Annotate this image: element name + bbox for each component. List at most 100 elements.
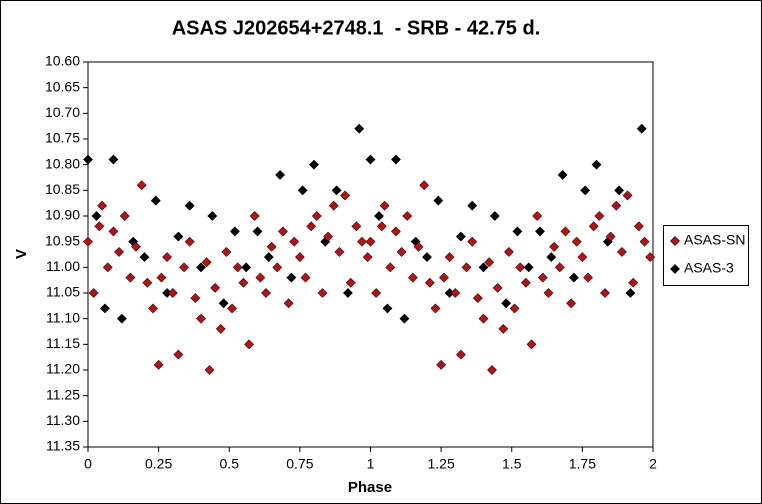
data-point xyxy=(150,195,161,206)
y-tick-label: 10.85 xyxy=(45,181,80,197)
data-point xyxy=(227,303,237,314)
data-point xyxy=(379,200,390,211)
data-point xyxy=(436,359,447,370)
data-point xyxy=(317,288,328,298)
data-point xyxy=(153,359,164,370)
data-point xyxy=(88,288,99,298)
data-point xyxy=(492,282,503,293)
data-point xyxy=(215,324,226,334)
data-point xyxy=(340,190,350,201)
y-tick-label: 10.90 xyxy=(45,207,80,223)
data-point xyxy=(196,313,206,324)
data-point xyxy=(594,211,605,221)
data-point xyxy=(515,262,526,273)
data-point xyxy=(489,211,500,221)
data-point xyxy=(204,365,215,375)
data-point xyxy=(244,339,254,350)
data-point xyxy=(114,247,124,257)
data-point xyxy=(571,236,582,247)
data-point xyxy=(309,159,319,170)
data-point xyxy=(472,293,483,304)
data-point xyxy=(102,262,113,273)
data-point xyxy=(520,277,531,288)
data-point xyxy=(286,272,297,283)
data-point xyxy=(645,252,656,262)
data-point xyxy=(263,252,274,262)
x-tick-label: 1.5 xyxy=(502,456,522,472)
data-point xyxy=(94,221,105,232)
data-point xyxy=(91,211,102,221)
data-point xyxy=(238,277,249,288)
data-point xyxy=(311,211,322,221)
legend-box xyxy=(663,225,749,286)
y-tick-label: 10.70 xyxy=(45,104,80,120)
y-axis-title: V xyxy=(13,249,30,259)
data-point xyxy=(402,211,413,221)
data-point xyxy=(450,288,461,298)
data-point xyxy=(278,226,288,237)
y-tick-label: 11.20 xyxy=(46,361,80,377)
data-point xyxy=(148,303,158,314)
data-point xyxy=(229,226,240,237)
data-point xyxy=(119,211,130,221)
data-point xyxy=(331,185,342,196)
data-point xyxy=(560,226,571,237)
data-point xyxy=(636,123,647,134)
data-point xyxy=(275,170,286,180)
x-tick-label: 0 xyxy=(84,456,92,472)
x-tick-label: 0.5 xyxy=(220,456,240,472)
data-point xyxy=(207,211,218,221)
data-point xyxy=(272,262,283,273)
data-point xyxy=(487,365,497,375)
legend-marker xyxy=(670,264,680,274)
data-point xyxy=(422,252,432,262)
data-point xyxy=(419,180,430,191)
data-point xyxy=(382,303,393,314)
data-point xyxy=(577,252,588,262)
data-point xyxy=(504,247,514,257)
y-tick-label: 11.05 xyxy=(46,284,80,300)
data-point xyxy=(455,231,466,242)
data-point xyxy=(532,211,543,221)
data-point xyxy=(136,180,147,191)
data-point xyxy=(261,288,271,298)
data-point xyxy=(580,185,591,196)
data-point xyxy=(365,154,376,165)
data-point xyxy=(628,277,639,288)
data-point xyxy=(391,154,401,165)
data-point xyxy=(600,288,610,298)
data-point xyxy=(201,257,212,268)
data-point xyxy=(611,200,622,211)
data-point xyxy=(83,236,93,247)
data-point xyxy=(334,247,345,257)
data-point xyxy=(557,170,568,180)
data-point xyxy=(167,288,178,298)
data-point xyxy=(294,252,305,262)
data-point xyxy=(622,190,633,201)
y-tick-label: 10.65 xyxy=(45,78,80,94)
data-point xyxy=(179,262,189,273)
x-tick-label: 0.25 xyxy=(145,456,172,472)
chart-title: ASAS J202654+2748.1 - SRB - 42.75 d. xyxy=(172,17,541,39)
data-point xyxy=(255,272,266,283)
data-point xyxy=(125,272,136,283)
data-point xyxy=(554,262,565,273)
data-point xyxy=(535,226,545,237)
x-tick-label: 1.75 xyxy=(569,456,596,472)
x-tick-label: 0.75 xyxy=(286,456,313,472)
data-point xyxy=(639,236,650,247)
data-point xyxy=(591,159,602,170)
data-point xyxy=(501,298,512,309)
data-point xyxy=(283,298,294,309)
data-point xyxy=(523,262,534,273)
data-point xyxy=(218,298,229,309)
data-point xyxy=(461,262,472,273)
data-point xyxy=(625,288,636,298)
y-tick-label: 11.30 xyxy=(46,412,80,428)
data-point xyxy=(498,324,509,334)
data-point xyxy=(108,154,119,165)
data-point xyxy=(413,241,424,252)
data-point xyxy=(306,221,317,232)
legend-marker xyxy=(670,236,680,246)
y-tick-label: 11.10 xyxy=(46,309,80,325)
